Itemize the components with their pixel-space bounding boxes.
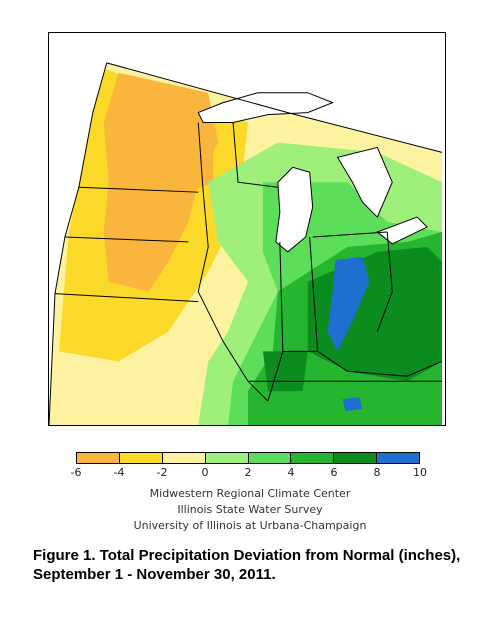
legend-swatches [76,452,420,464]
north-map-edge [106,62,443,153]
zone-dry-wisconsin [178,142,214,193]
zone-wet-8-10-south [342,397,363,412]
legend-tick-label: 6 [330,466,338,479]
lake-erie [376,216,428,245]
in-oh-border [309,236,319,352]
mn-ia-border [78,186,199,193]
legend-tick-label: 4 [287,466,295,479]
legend-tick-label: -4 [113,466,125,479]
zone-dry-4-6 [103,72,219,292]
legend-swatch-0 [77,453,120,463]
ohio-river [282,350,443,377]
caption-line-1: Figure 1. Total Precipitation Deviation … [33,547,461,564]
legend-swatch-2 [162,453,206,463]
color-legend: -6 -4 -2 0 2 4 6 8 10 [70,452,427,492]
precipitation-map [48,32,446,426]
great-lakes [197,92,428,253]
legend-tick-label: 2 [244,466,252,479]
lake-michigan [275,166,314,253]
state-boundaries [49,62,443,425]
legend-tick-label: 0 [201,466,209,479]
legend-swatch-3 [205,453,249,463]
map-graphic [49,62,443,425]
west-map-edge [49,62,108,425]
credit-line-3: University of Illinois at Urbana-Champai… [133,519,367,532]
legend-tick-label: -6 [70,466,82,479]
lake-huron [336,146,393,218]
legend-tick-label: 8 [373,466,381,479]
lake-superior [197,92,334,124]
mi-oh-border [312,231,388,238]
credit-line-1: Midwestern Regional Climate Center [149,487,351,500]
legend-swatch-7 [377,453,419,463]
oh-pa-border [376,231,393,332]
figure-caption: Figure 1. Total Precipitation Deviation … [33,546,483,584]
legend-swatch-1 [119,453,163,463]
wi-border [232,122,278,188]
legend-swatch-4 [248,453,292,463]
legend-tick-label: -2 [156,466,168,479]
legend-swatch-6 [334,453,378,463]
ks-mo-line [54,293,199,303]
ia-mo-border [64,236,189,243]
caption-line-2: September 1 - November 30, 2011. [33,566,276,583]
credits: Midwestern Regional Climate Center Illin… [0,486,500,534]
legend-swatch-5 [291,453,335,463]
legend-tick-label: 10 [413,466,427,479]
zone-wet-6-8-south [262,351,308,392]
zone-wet-8-10 [327,256,370,352]
credit-line-2: Illinois State Water Survey [177,503,323,516]
